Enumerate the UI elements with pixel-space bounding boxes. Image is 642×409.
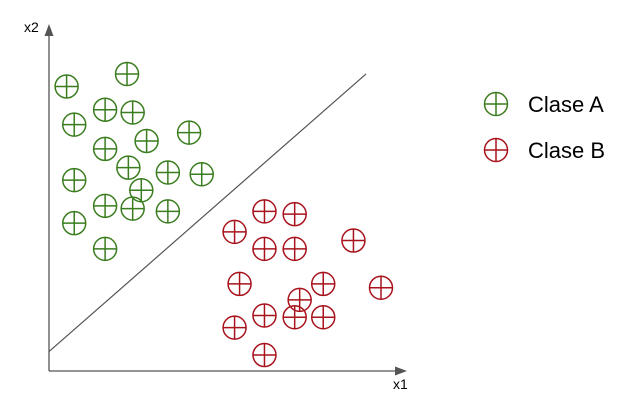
point-clase-a-1 [114, 61, 140, 87]
legend-item-clase-a: Clase A [483, 91, 604, 117]
x-axis-label: x1 [393, 376, 408, 392]
point-clase-a-7 [176, 120, 202, 145]
point-clase-a-4 [120, 100, 145, 125]
point-clase-b-13 [222, 315, 247, 340]
legend-symbol-0 [483, 91, 509, 117]
point-clase-a-16 [61, 210, 87, 236]
point-clase-b-0 [252, 199, 277, 224]
point-clase-b-6 [227, 271, 252, 297]
point-clase-b-9 [287, 287, 312, 313]
point-clase-a-15 [155, 199, 181, 224]
point-clase-b-3 [341, 228, 366, 253]
point-clase-a-3 [92, 97, 118, 122]
point-clase-b-5 [282, 236, 307, 262]
point-clase-b-12 [310, 304, 336, 330]
legend-marker-clase-a [483, 91, 509, 117]
point-clase-a-8 [116, 155, 141, 180]
y-axis-label: x2 [24, 19, 39, 35]
point-clase-a-14 [120, 196, 145, 221]
annotation-layer [48, 73, 367, 353]
point-clase-b-14 [252, 342, 277, 368]
point-clase-b-8 [368, 275, 394, 300]
point-clase-a-2 [61, 112, 87, 137]
point-clase-a-11 [189, 162, 214, 187]
point-clase-a-17 [92, 236, 118, 262]
point-clase-a-9 [61, 167, 87, 193]
point-clase-a-10 [155, 160, 181, 185]
point-clase-b-11 [282, 304, 307, 330]
legend-label-clase-b: Clase B [528, 138, 605, 163]
x-axis-arrow [395, 366, 407, 376]
point-clase-b-7 [310, 271, 336, 297]
y-axis-arrow [44, 24, 54, 36]
point-clase-b-1 [282, 201, 307, 227]
point-clase-a-6 [134, 128, 159, 154]
legend-symbol-1 [483, 137, 509, 163]
legend-item-clase-b: Clase B [483, 137, 605, 163]
legend-marker-clase-b [483, 137, 509, 163]
point-clase-b-2 [222, 219, 247, 245]
point-clase-b-4 [252, 236, 277, 262]
legend: Clase A Clase B [483, 91, 605, 163]
axes: x2 x1 [24, 19, 408, 392]
point-clase-a-5 [92, 136, 118, 162]
decision-boundary-line [48, 73, 367, 353]
legend-label-clase-a: Clase A [528, 92, 604, 117]
point-clase-a-13 [92, 193, 118, 219]
point-clase-a-0 [54, 74, 79, 99]
points-layer [54, 61, 394, 368]
point-clase-b-10 [252, 303, 277, 328]
